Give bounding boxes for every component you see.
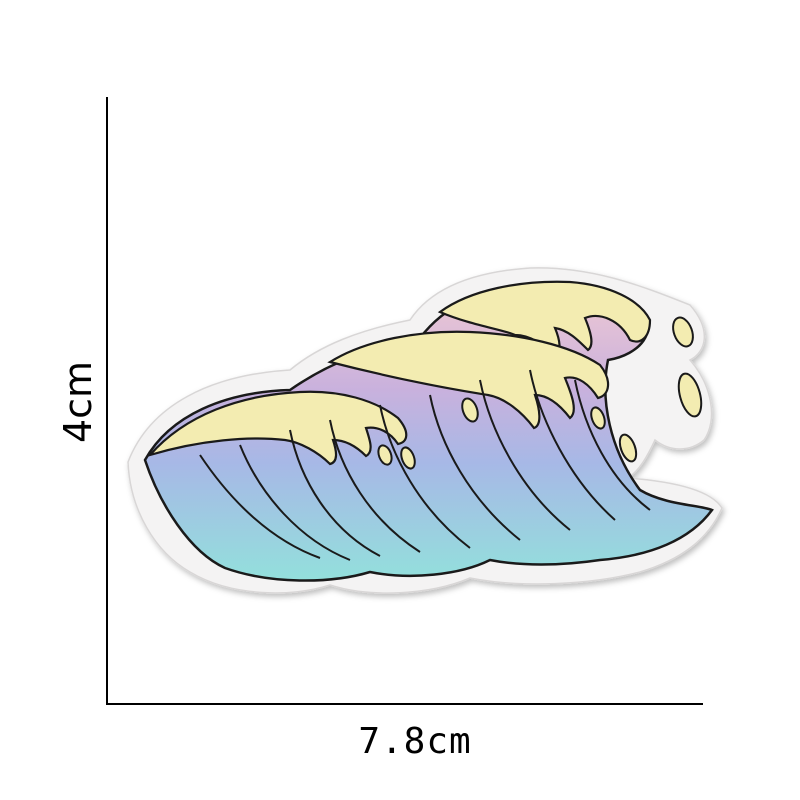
width-dimension-line <box>106 703 703 705</box>
wave-crests <box>146 280 652 466</box>
width-label: 7.8cm <box>358 721 472 762</box>
spray-drops <box>377 316 703 470</box>
height-dimension-line <box>106 97 108 705</box>
wave-lines <box>199 369 651 561</box>
